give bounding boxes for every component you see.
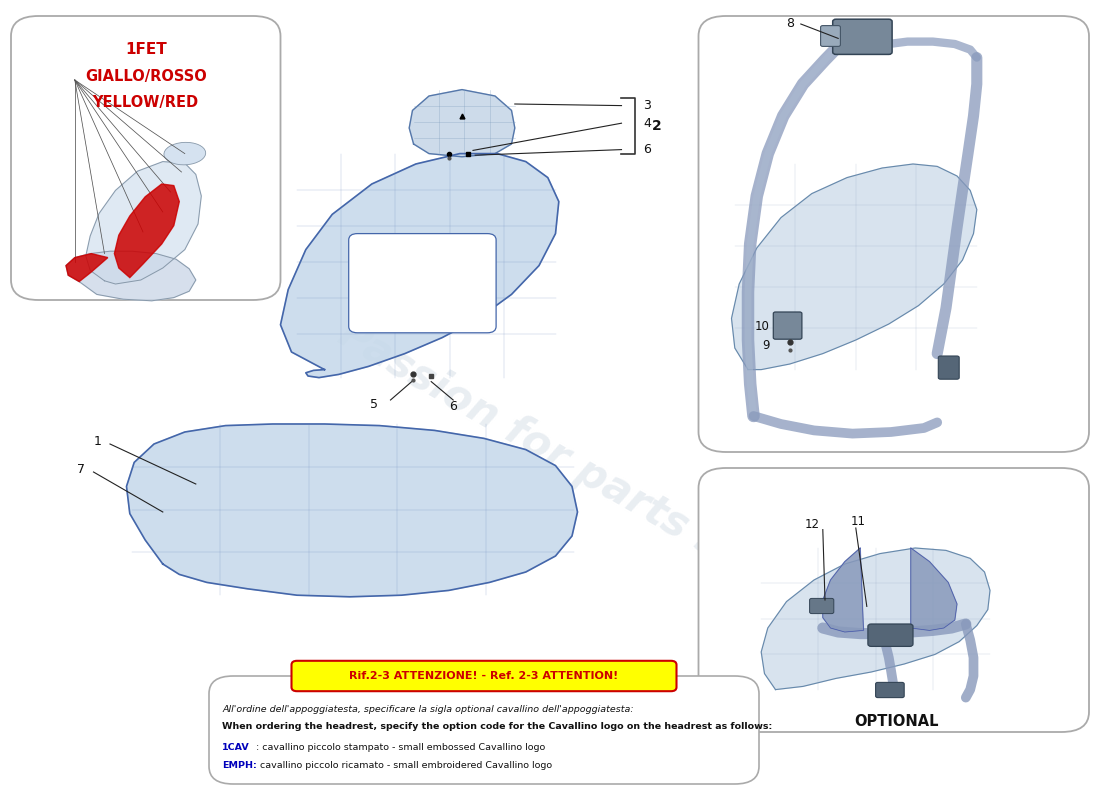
Polygon shape (280, 154, 559, 378)
Text: When ordering the headrest, specify the option code for the Cavallino logo on th: When ordering the headrest, specify the … (222, 722, 772, 731)
Text: 3: 3 (644, 99, 651, 112)
Polygon shape (732, 164, 977, 370)
Polygon shape (761, 548, 990, 690)
Text: All'ordine dell'appoggiatesta, specificare la sigla optional cavallino dell'appo: All'ordine dell'appoggiatesta, specifica… (222, 705, 634, 714)
Text: 10: 10 (755, 320, 770, 333)
Polygon shape (66, 251, 196, 301)
Text: Rif.2-3 ATTENZIONE! - Ref. 2-3 ATTENTION!: Rif.2-3 ATTENZIONE! - Ref. 2-3 ATTENTION… (350, 671, 618, 681)
Text: YELLOW/RED: YELLOW/RED (92, 95, 199, 110)
Text: 6: 6 (644, 143, 651, 156)
FancyBboxPatch shape (349, 234, 496, 333)
FancyBboxPatch shape (698, 16, 1089, 452)
Polygon shape (409, 90, 515, 157)
Text: 1FET: 1FET (125, 42, 166, 57)
Text: 2: 2 (652, 118, 662, 133)
Ellipse shape (164, 142, 206, 165)
Text: 7: 7 (77, 463, 85, 476)
Text: OPTIONAL: OPTIONAL (855, 714, 938, 729)
Polygon shape (911, 548, 957, 630)
Text: 1: 1 (94, 435, 101, 448)
Text: cavallino piccolo ricamato - small embroidered Cavallino logo: cavallino piccolo ricamato - small embro… (257, 761, 552, 770)
Text: Passion for parts since: Passion for parts since (331, 313, 813, 615)
FancyBboxPatch shape (209, 676, 759, 784)
FancyBboxPatch shape (938, 356, 959, 379)
Polygon shape (823, 548, 864, 632)
FancyBboxPatch shape (292, 661, 676, 691)
FancyBboxPatch shape (773, 312, 802, 339)
Polygon shape (66, 254, 108, 282)
FancyBboxPatch shape (833, 19, 892, 54)
FancyBboxPatch shape (810, 598, 834, 614)
Polygon shape (86, 162, 201, 284)
Polygon shape (126, 424, 578, 597)
FancyBboxPatch shape (698, 468, 1089, 732)
Text: 11: 11 (850, 515, 866, 528)
FancyBboxPatch shape (821, 26, 840, 46)
Text: 4: 4 (644, 117, 651, 130)
Text: GIALLO/ROSSO: GIALLO/ROSSO (85, 69, 207, 83)
FancyBboxPatch shape (876, 682, 904, 698)
Polygon shape (114, 184, 179, 278)
FancyBboxPatch shape (868, 624, 913, 646)
FancyBboxPatch shape (11, 16, 280, 300)
Text: 1CAV: 1CAV (222, 743, 250, 752)
Text: : cavallino piccolo stampato - small embossed Cavallino logo: : cavallino piccolo stampato - small emb… (253, 743, 546, 752)
Text: 5: 5 (370, 398, 378, 410)
Text: 9: 9 (762, 339, 770, 352)
Text: 8: 8 (786, 17, 794, 30)
Text: 12: 12 (804, 518, 820, 530)
Text: 6: 6 (449, 400, 458, 413)
Text: EMPH:: EMPH: (222, 761, 257, 770)
